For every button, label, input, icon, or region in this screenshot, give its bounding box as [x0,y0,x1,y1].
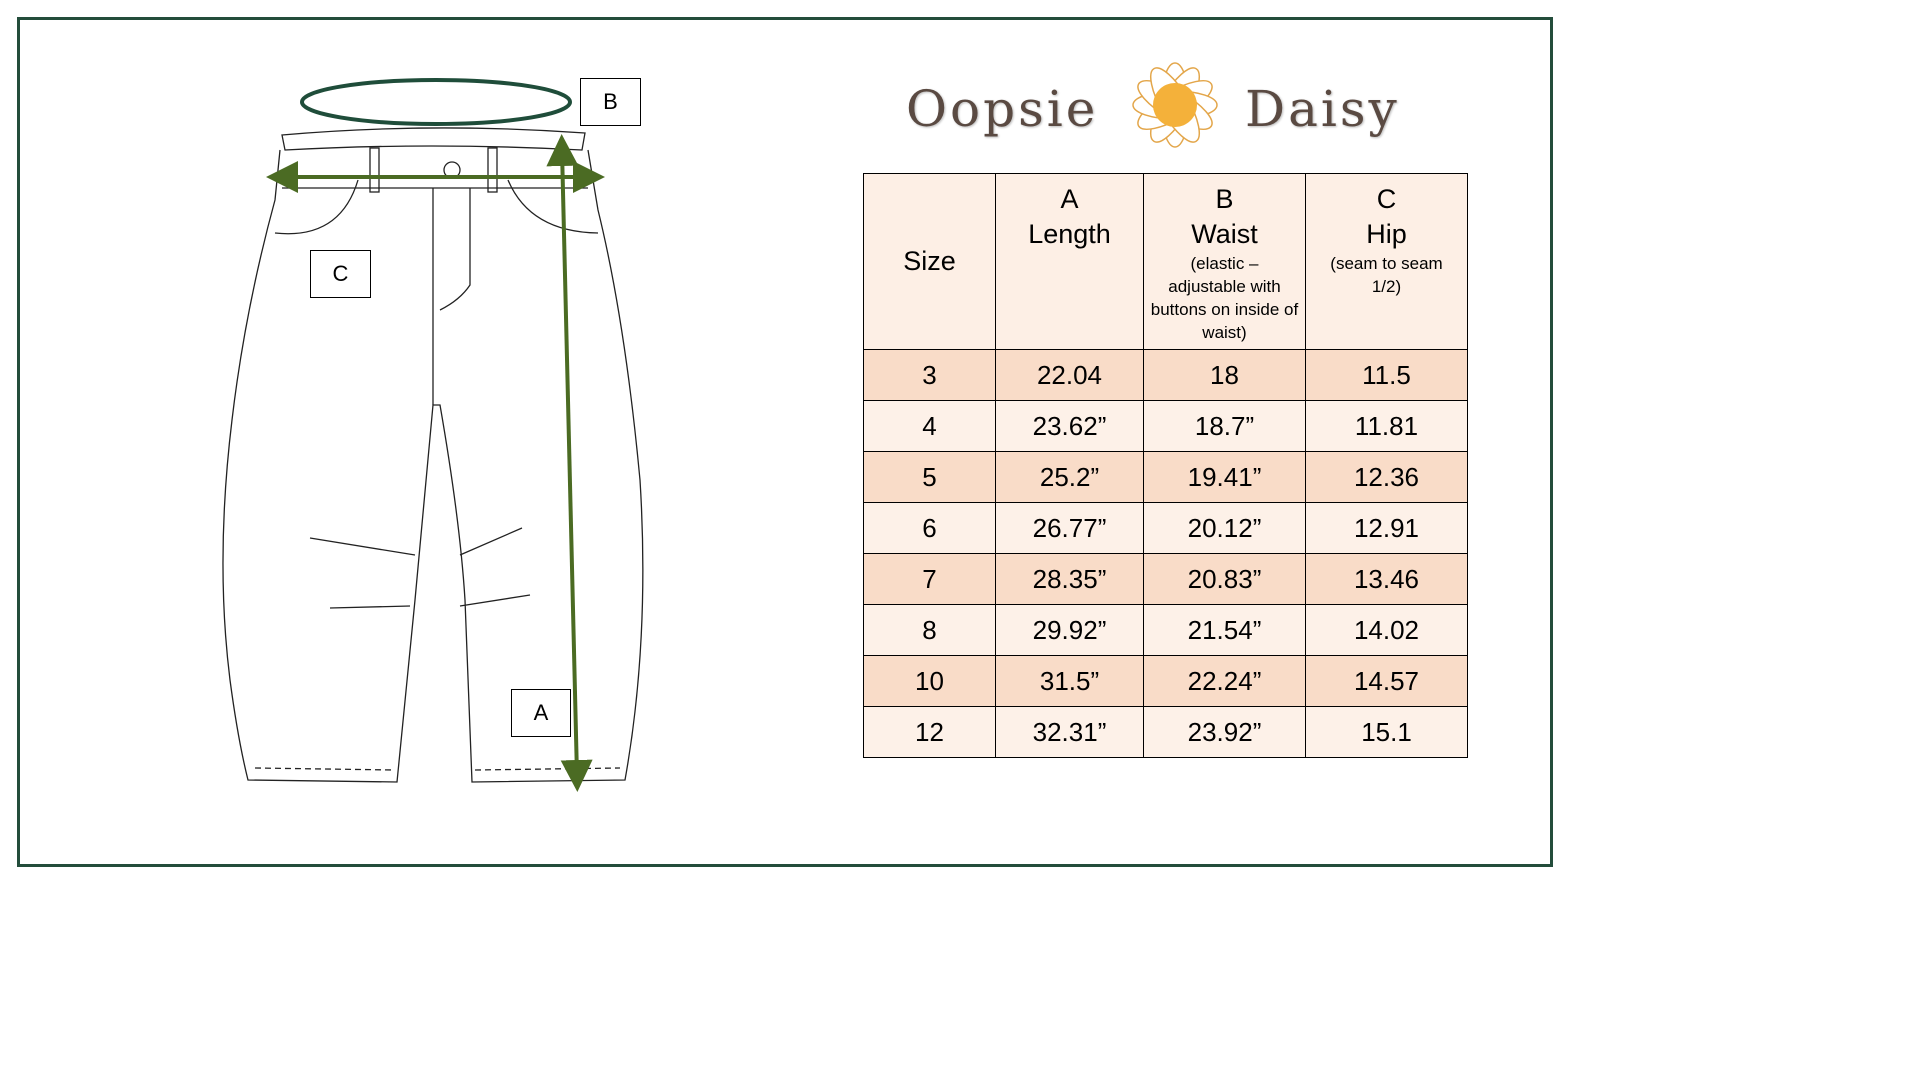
header-note: (seam to seam 1/2) [1330,254,1443,296]
size-chart-table: Size A Length B Waist (elastic – adjustable… [863,173,1468,758]
header-title: Length [1028,219,1111,249]
cell-hip: 14.57 [1305,655,1468,707]
brand-logo: Oopsie Daisy [900,30,1430,170]
cell-hip: 13.46 [1305,553,1468,605]
cell-size: 8 [863,604,996,656]
cell-size: 4 [863,400,996,452]
cell-length: 32.31” [995,706,1144,758]
label-b: B [580,78,641,126]
cell-waist: 20.83” [1143,553,1306,605]
page-border [17,17,1553,867]
cell-waist: 19.41” [1143,451,1306,503]
table-row: 5 25.2” 19.41” 12.36 [863,451,1468,503]
table-row: 6 26.77” 20.12” 12.91 [863,502,1468,554]
logo-text-right: Daisy [1245,80,1400,138]
header-title: Waist [1191,219,1258,249]
cell-hip: 15.1 [1305,706,1468,758]
cell-hip: 11.5 [1305,349,1468,401]
cell-waist: 18.7” [1143,400,1306,452]
cell-hip: 11.81 [1305,400,1468,452]
cell-waist: 23.92” [1143,706,1306,758]
cell-size: 3 [863,349,996,401]
pants-diagram [222,78,644,792]
header-size: Size [863,173,996,350]
cell-length: 23.62” [995,400,1144,452]
label-c: C [310,250,371,298]
header-length: A Length [995,173,1144,350]
header-hip: C Hip (seam to seam 1/2) [1305,173,1468,350]
header-letter: B [1215,184,1234,214]
cell-waist: 18 [1143,349,1306,401]
cell-length: 28.35” [995,553,1144,605]
cell-waist: 21.54” [1143,604,1306,656]
table-row: 8 29.92” 21.54” 14.02 [863,604,1468,656]
header-title: Size [903,246,956,276]
cell-length: 22.04 [995,349,1144,401]
cell-size: 5 [863,451,996,503]
table-row: 7 28.35” 20.83” 13.46 [863,553,1468,605]
header-title: Hip [1366,219,1407,249]
cell-size: 6 [863,502,996,554]
header-note: (elastic – adjustable with buttons on in… [1150,254,1299,342]
header-letter: C [1376,184,1397,214]
cell-hip: 12.36 [1305,451,1468,503]
table-row: 10 31.5” 22.24” 14.57 [863,655,1468,707]
cell-waist: 22.24” [1143,655,1306,707]
label-a: A [511,689,571,737]
cell-size: 7 [863,553,996,605]
daisy-icon [1132,62,1218,148]
table-row: 4 23.62” 18.7” 11.81 [863,400,1468,452]
cell-length: 29.92” [995,604,1144,656]
length-arrow [546,134,593,792]
cell-length: 31.5” [995,655,1144,707]
header-waist: B Waist (elastic – adjustable with buttons… [1143,173,1306,350]
pants-outline [222,127,644,783]
table-header-row: Size A Length B Waist (elastic – adjustable… [863,173,1468,350]
cell-waist: 20.12” [1143,502,1306,554]
header-letter: A [1060,184,1079,214]
cell-length: 26.77” [995,502,1144,554]
cell-size: 10 [863,655,996,707]
table-row: 3 22.04 18 11.5 [863,349,1468,401]
cell-hip: 12.91 [1305,502,1468,554]
waist-ring [300,78,572,126]
table-row: 12 32.31” 23.92” 15.1 [863,706,1468,758]
cell-hip: 14.02 [1305,604,1468,656]
cell-length: 25.2” [995,451,1144,503]
cell-size: 12 [863,706,996,758]
logo-text-left: Oopsie [906,80,1099,138]
